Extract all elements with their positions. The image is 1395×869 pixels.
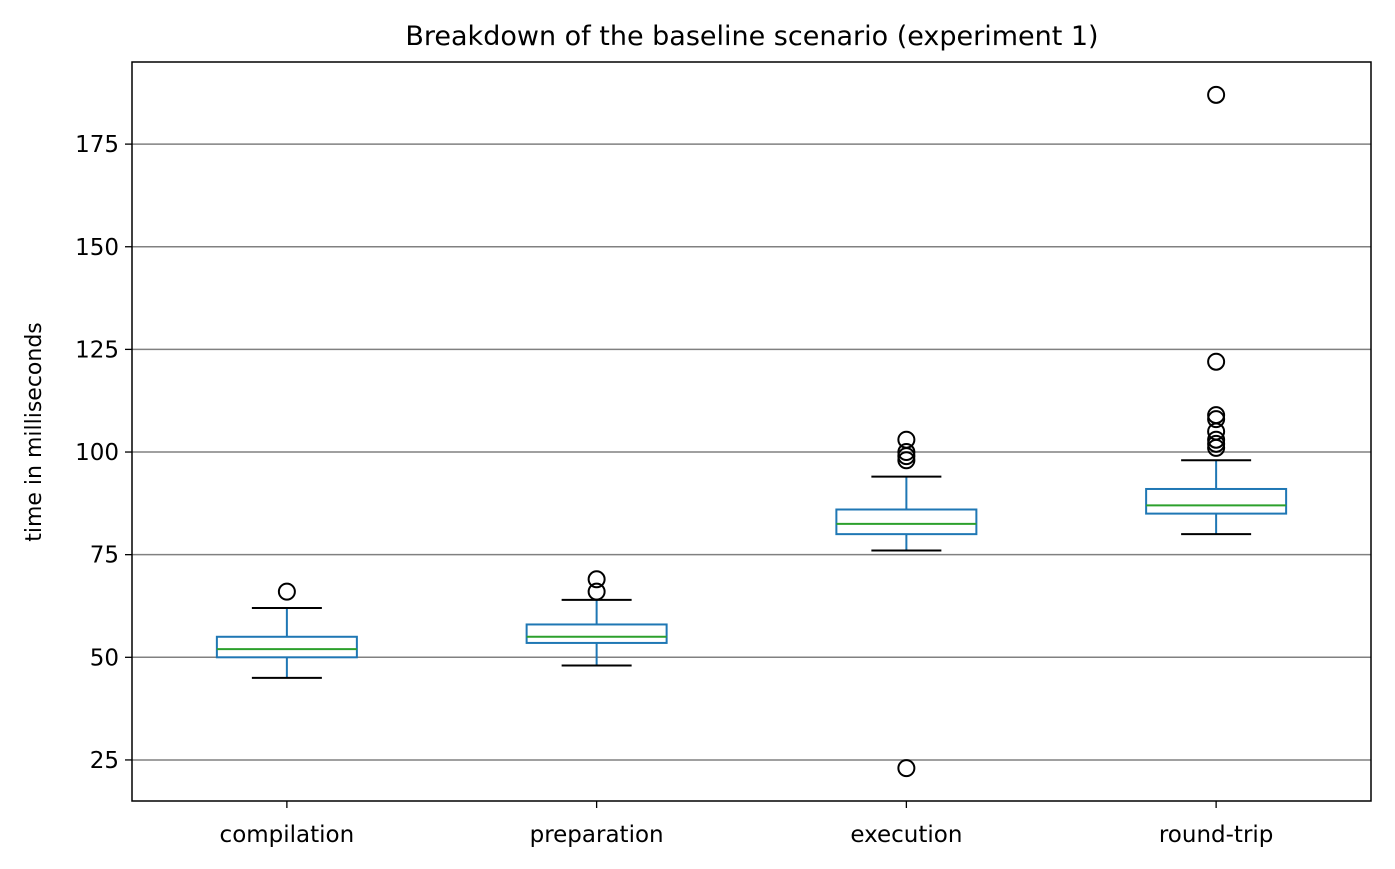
x-tick-label: compilation	[220, 822, 355, 848]
outlier-point	[587, 582, 606, 601]
box-preparation	[525, 570, 668, 667]
outlier-point	[897, 447, 916, 466]
plot-frame	[131, 61, 1372, 802]
chart-title: Breakdown of the baseline scenario (expe…	[405, 21, 1098, 52]
outlier-point	[897, 443, 916, 462]
grid-lines	[132, 143, 1371, 761]
outlier-point	[1207, 430, 1226, 449]
outlier-point	[897, 430, 916, 449]
boxes	[215, 85, 1288, 778]
box-execution	[835, 430, 978, 778]
y-tick-label: 100	[75, 440, 119, 466]
outlier-point	[587, 570, 606, 589]
y-tick-label: 175	[75, 132, 119, 158]
y-tick-label: 150	[75, 235, 119, 261]
outlier-point	[897, 759, 916, 778]
iqr-box	[215, 635, 358, 659]
box-round-trip	[1145, 85, 1288, 536]
iqr-box	[1145, 487, 1288, 515]
outlier-point	[1207, 406, 1226, 425]
y-axis-label: time in milliseconds	[22, 322, 47, 542]
outlier-point	[1207, 352, 1226, 371]
iqr-box	[525, 623, 668, 644]
y-tick-label: 125	[75, 337, 119, 363]
iqr-box	[835, 508, 978, 536]
axes: 25 50 75 100 125 150 175 compilation preparation…	[75, 61, 1372, 848]
outlier-point	[1207, 410, 1226, 429]
box-compilation	[215, 582, 358, 679]
x-tick-label: round-trip	[1159, 822, 1274, 848]
y-tick-label: 50	[90, 645, 119, 671]
y-tick-label: 25	[90, 748, 119, 774]
outlier-point	[1207, 85, 1226, 104]
y-tick-label: 75	[90, 543, 119, 569]
x-tick-label: execution	[850, 822, 962, 848]
outlier-point	[277, 582, 296, 601]
x-tick-label: preparation	[530, 822, 664, 848]
